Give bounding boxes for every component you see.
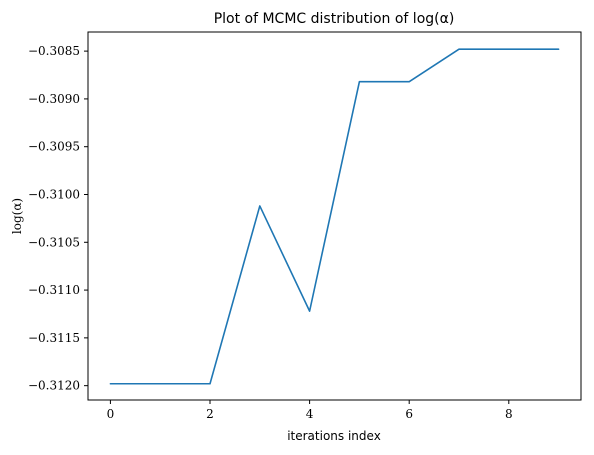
y-tick-label: −0.3085 [28, 44, 80, 58]
y-tick-label: −0.3105 [28, 235, 80, 249]
plot-background [88, 32, 581, 400]
y-tick-label: −0.3115 [28, 331, 80, 345]
y-tick-label: −0.3110 [28, 283, 80, 297]
y-axis-label: log(α) [10, 198, 24, 234]
x-tick-label: 4 [306, 407, 314, 421]
series-layer [109, 48, 560, 385]
x-tick-label: 6 [405, 407, 413, 421]
y-tick-label: −0.3120 [28, 379, 80, 393]
chart-title: Plot of MCMC distribution of log(α) [214, 11, 455, 27]
x-tick-label: 8 [505, 407, 513, 421]
series-line-0 [109, 48, 560, 385]
x-axis-label: iterations index [287, 429, 381, 443]
x-tick-label: 2 [206, 407, 214, 421]
y-tick-label: −0.3100 [28, 187, 80, 201]
y-axis: −0.3120 −0.3115 −0.3110 −0.3105 −0.3100 −0.30… [28, 44, 88, 393]
y-tick-label: −0.3090 [28, 92, 80, 106]
plot-area [87, 31, 582, 401]
plot-frame [87, 31, 582, 401]
y-tick-label: −0.3095 [28, 140, 80, 154]
x-axis: 0 2 4 6 8 [107, 400, 513, 421]
x-tick-label: 0 [107, 407, 115, 421]
